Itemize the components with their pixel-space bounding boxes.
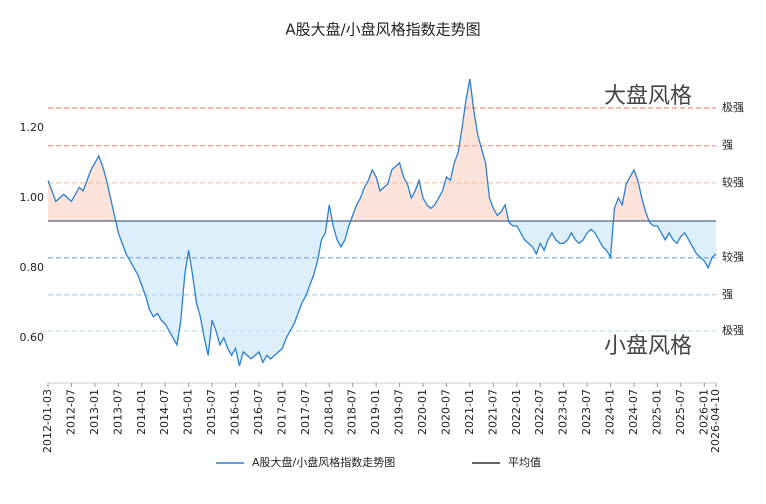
x-tick-label: 2015-07	[205, 389, 218, 435]
reference-label: 较强	[722, 175, 744, 189]
x-tick-label: 2026-04-10	[709, 389, 722, 453]
x-tick-label: 2013-01	[88, 389, 101, 435]
x-tick-label: 2021-07	[486, 389, 499, 435]
x-tick-label: 2014-07	[158, 389, 171, 435]
reference-label: 强	[722, 288, 733, 301]
y-tick-label: 1.00	[20, 191, 45, 204]
x-tick-label: 2026-01	[697, 389, 710, 435]
x-tick-label: 2012-01-03	[41, 389, 54, 453]
legend-label: A股大盘/小盘风格指数走势图	[252, 455, 395, 469]
x-tick-label: 2023-07	[580, 389, 593, 435]
x-tick-label: 2016-07	[252, 389, 265, 435]
x-tick-label: 2018-01	[322, 389, 335, 435]
reference-label: 较强	[722, 250, 744, 264]
area-above	[48, 78, 716, 221]
x-tick-label: 2021-01	[463, 389, 476, 435]
x-tick-label: 2015-01	[182, 389, 195, 435]
x-tick-label: 2020-01	[416, 389, 429, 435]
series-line	[47, 78, 717, 367]
x-tick-label: 2023-01	[557, 389, 570, 435]
legend: A股大盘/小盘风格指数走势图 平均值	[216, 455, 541, 469]
x-tick-label: 2022-01	[510, 389, 523, 435]
y-tick-label: 0.80	[20, 261, 45, 274]
x-tick-label: 2018-07	[346, 389, 359, 435]
x-tick-label: 2017-01	[275, 389, 288, 435]
reference-label: 极强	[722, 100, 744, 114]
reference-label: 极强	[722, 323, 744, 337]
x-tick-label: 2022-07	[533, 389, 546, 435]
x-tick-label: 2024-07	[627, 389, 640, 435]
reference-label: 强	[722, 139, 733, 152]
x-tick-label: 2017-07	[299, 389, 312, 435]
x-tick-label: 2016-01	[229, 389, 242, 435]
x-tick-label: 2014-01	[135, 389, 148, 435]
area-below	[115, 220, 716, 366]
annotation: 大盘风格	[604, 84, 692, 109]
x-tick-label: 2025-01	[650, 389, 663, 435]
y-tick-label: 1.20	[20, 121, 45, 134]
chart-title: A股大盘/小盘风格指数走势图	[285, 21, 480, 39]
y-tick-label: 0.60	[20, 331, 45, 344]
x-tick-label: 2020-07	[439, 389, 452, 435]
x-tick-label: 2019-01	[369, 389, 382, 435]
legend-label: 平均值	[508, 456, 541, 469]
annotation: 小盘风格	[604, 334, 692, 359]
x-tick-label: 2025-07	[674, 389, 687, 435]
x-tick-label: 2012-07	[64, 389, 77, 435]
x-tick-label: 2024-01	[604, 389, 617, 435]
x-tick-label: 2019-07	[393, 389, 406, 435]
x-tick-label: 2013-07	[111, 389, 124, 435]
